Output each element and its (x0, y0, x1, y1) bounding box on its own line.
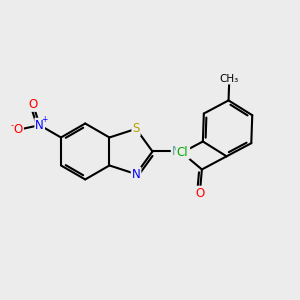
Text: NH: NH (172, 145, 189, 158)
Text: +: + (41, 115, 47, 124)
Text: Cl: Cl (177, 146, 188, 159)
Text: O: O (28, 98, 38, 111)
Text: -: - (11, 121, 14, 130)
Text: N: N (132, 168, 140, 181)
Text: N: N (35, 119, 44, 132)
Text: S: S (132, 122, 140, 135)
Text: O: O (195, 187, 204, 200)
Text: CH₃: CH₃ (220, 74, 239, 84)
Text: O: O (14, 123, 23, 136)
